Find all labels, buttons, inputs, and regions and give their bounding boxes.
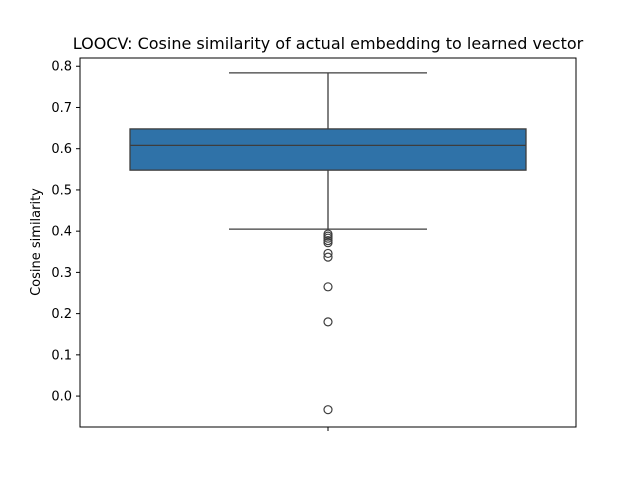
chart-title: LOOCV: Cosine similarity of actual embed… [73, 34, 584, 53]
y-tick-label: 0.4 [51, 225, 72, 240]
outlier-point [323, 248, 333, 259]
outlier-point [323, 252, 333, 262]
outlier-point [323, 238, 333, 248]
y-tick-label: 0.5 [51, 183, 72, 198]
y-tick-label: 0.2 [51, 307, 72, 322]
y-axis-label: Cosine similarity [29, 188, 44, 296]
y-tick-label: 0.0 [51, 390, 72, 405]
outlier-point [323, 282, 333, 292]
y-tick-label: 0.3 [51, 266, 72, 281]
outlier-point [323, 317, 333, 327]
outlier-point [323, 233, 333, 243]
plot-area: 0.0 0.1 0.2 0.3 0.4 0.5 0.6 0.7 0.8 [51, 57, 577, 431]
y-tick-label: 0.8 [51, 60, 72, 75]
iqr-box [129, 128, 527, 171]
y-tick-label: 0.7 [51, 101, 72, 116]
y-tick-label: 0.6 [51, 142, 72, 157]
outlier-point [323, 405, 333, 415]
y-tick-label: 0.1 [51, 348, 72, 363]
